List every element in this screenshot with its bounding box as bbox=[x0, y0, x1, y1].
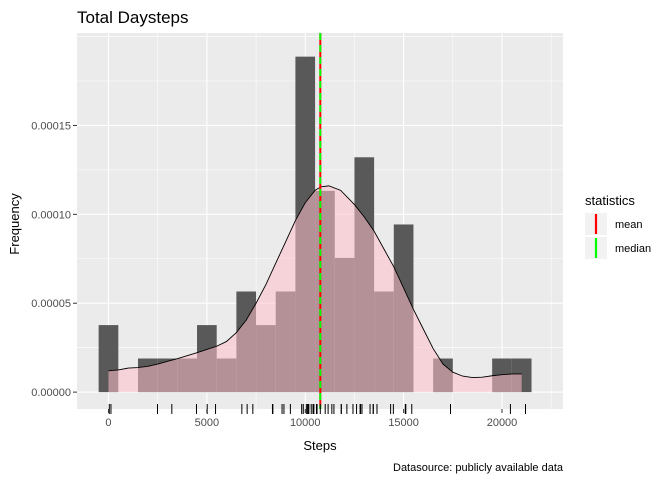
x-tick-label: 10000 bbox=[290, 417, 321, 429]
y-axis: 0.00000 0.00005 0.00010 0.00015 bbox=[31, 120, 77, 399]
rug-marks bbox=[108, 404, 526, 414]
x-tick-label: 0 bbox=[105, 417, 111, 429]
y-tick-label: 0.00010 bbox=[31, 209, 71, 221]
x-axis-title: Steps bbox=[303, 438, 337, 453]
chart-title: Total Daysteps bbox=[77, 8, 189, 27]
y-axis-title: Frequency bbox=[7, 193, 22, 255]
mean-legend-label: mean bbox=[615, 219, 643, 231]
median-legend-label: median bbox=[615, 243, 651, 255]
density-curve bbox=[108, 185, 522, 393]
caption: Datasource: publicly available data bbox=[393, 462, 564, 474]
x-tick-label: 5000 bbox=[195, 417, 219, 429]
x-axis: 0 5000 10000 15000 20000 bbox=[105, 409, 517, 429]
legend-title: statistics bbox=[585, 193, 635, 208]
x-tick-label: 15000 bbox=[388, 417, 419, 429]
density-line bbox=[108, 185, 522, 378]
y-tick-label: 0.00000 bbox=[31, 387, 71, 399]
x-tick-label: 20000 bbox=[487, 417, 518, 429]
density-area bbox=[108, 185, 522, 393]
y-tick-label: 0.00005 bbox=[31, 298, 71, 310]
legend: statistics mean median bbox=[585, 193, 651, 259]
y-tick-label: 0.00015 bbox=[31, 120, 71, 132]
